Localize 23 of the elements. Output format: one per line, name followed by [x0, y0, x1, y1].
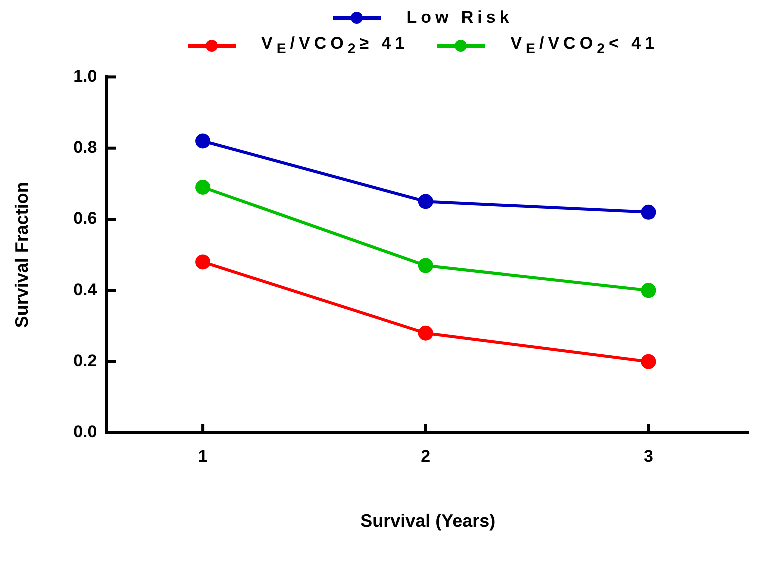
x-tick-label: 3	[644, 447, 654, 466]
point	[418, 194, 434, 210]
y-tick-label: 0.4	[74, 280, 98, 300]
x-axis-title: Survival (Years)	[360, 512, 496, 532]
y-tick-label: 1.0	[74, 67, 98, 86]
point	[196, 255, 211, 270]
y-tick-label: 0.0	[74, 423, 98, 442]
point	[641, 284, 656, 299]
legend-label: V$_{E}$/VCO$_{2}$≥ 41	[262, 34, 409, 58]
legend-label: V$_{E}$/VCO$_{2}$< 41	[510, 34, 658, 58]
point	[196, 180, 211, 196]
y-tick-label: 0.8	[74, 138, 98, 158]
y-tick-label: 0.6	[74, 210, 98, 229]
point	[641, 205, 656, 220]
point	[418, 258, 434, 274]
point	[196, 134, 211, 150]
x-tick-label: 2	[421, 447, 431, 466]
point	[418, 326, 434, 342]
legend-label: Low Risk	[406, 8, 514, 28]
x-tick-label: 1	[198, 447, 208, 466]
y-tick-label: 0.2	[74, 352, 98, 371]
point	[641, 354, 656, 370]
y-axis-title: Survival Fraction	[12, 182, 32, 329]
